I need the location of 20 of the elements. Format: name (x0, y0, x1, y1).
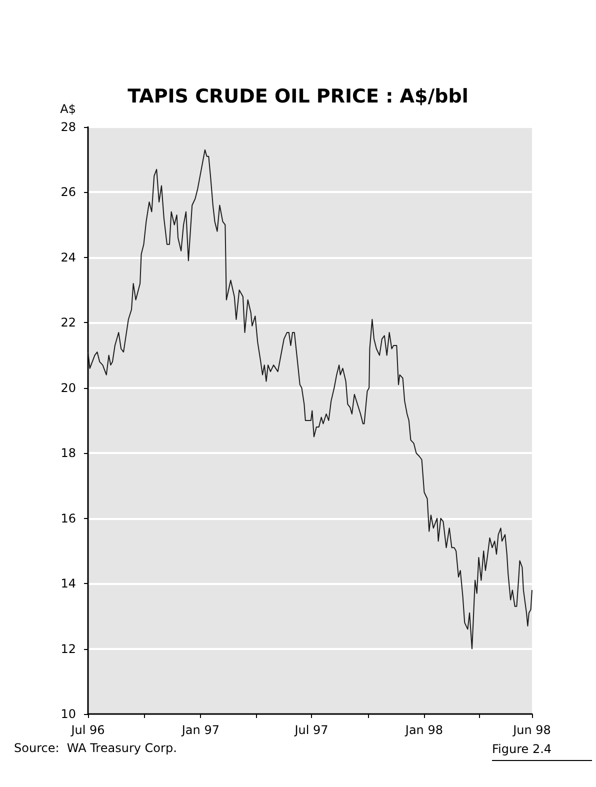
x-tick-label: Jul 97 (294, 723, 328, 737)
line-series (88, 149, 532, 650)
y-tick-label: 18 (60, 446, 76, 460)
x-tick-label: Jun 98 (512, 723, 551, 737)
y-tick-label: 24 (60, 250, 76, 264)
y-tick-label: 16 (60, 511, 76, 526)
y-tick-label: 26 (60, 185, 76, 200)
x-tick-label: Jan 97 (180, 723, 220, 737)
y-tick-label: 12 (60, 642, 76, 656)
source-note: Source: WA Treasury Corp. (14, 741, 177, 755)
y-tick-label: 20 (60, 380, 76, 395)
y-tick-label: 14 (60, 576, 76, 591)
x-tick-label: Jul 96 (70, 723, 105, 737)
y-tick-label: 28 (60, 120, 76, 134)
y-tick-label: 10 (60, 707, 76, 721)
x-tick-label: Jan 98 (404, 723, 444, 737)
chart-title: TAPIS CRUDE OIL PRICE : A$/bbl (128, 86, 468, 108)
y-tick-label: 22 (60, 316, 76, 330)
caption: Figure 2.4 (492, 742, 552, 756)
y-axis-title: A$ (60, 102, 76, 116)
